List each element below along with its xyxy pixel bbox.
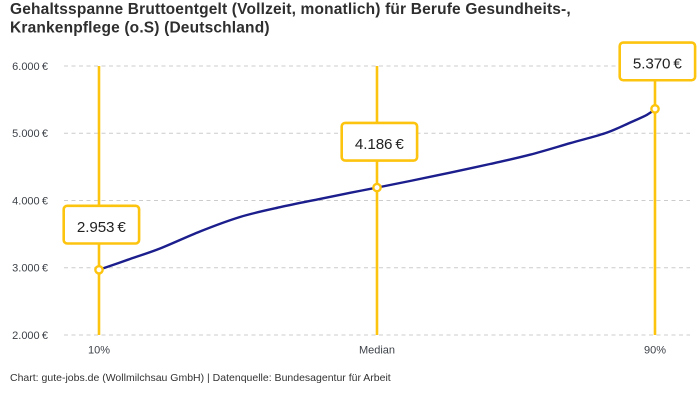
svg-text:Krankenpflege (o.S) (Deutschla: Krankenpflege (o.S) (Deutschland) [10, 20, 270, 37]
svg-text:2.000 €: 2.000 € [12, 330, 48, 342]
svg-text:3.000 €: 3.000 € [12, 263, 48, 275]
svg-text:90%: 90% [644, 345, 666, 357]
svg-text:4.000 €: 4.000 € [12, 195, 48, 207]
svg-text:2.953 €: 2.953 € [77, 219, 126, 236]
svg-text:Median: Median [359, 345, 395, 357]
svg-text:5.000 €: 5.000 € [12, 128, 48, 140]
svg-text:Gehaltsspanne Bruttoentgelt (V: Gehaltsspanne Bruttoentgelt (Vollzeit, m… [10, 1, 571, 18]
svg-text:4.186 €: 4.186 € [355, 136, 404, 153]
svg-text:5.370 €: 5.370 € [633, 55, 682, 72]
svg-text:10%: 10% [88, 345, 110, 357]
svg-text:Chart: gute-jobs.de (Wollmilch: Chart: gute-jobs.de (Wollmilchsau GmbH) … [10, 372, 391, 384]
svg-text:6.000 €: 6.000 € [12, 61, 48, 73]
